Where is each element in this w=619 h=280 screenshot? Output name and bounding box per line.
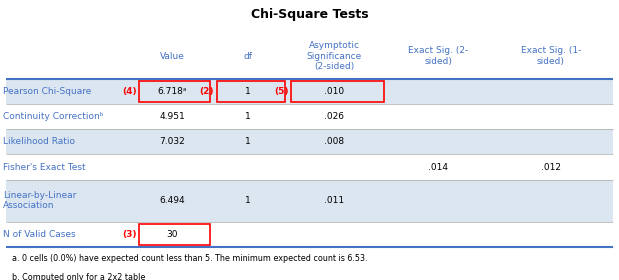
Text: (3): (3) <box>123 230 137 239</box>
Text: 6.494: 6.494 <box>159 196 185 205</box>
Bar <box>6 129 613 155</box>
Text: .008: .008 <box>324 137 344 146</box>
Text: Value: Value <box>160 52 184 61</box>
Bar <box>139 81 210 102</box>
Text: Fisher's Exact Test: Fisher's Exact Test <box>3 163 85 172</box>
Bar <box>6 222 613 247</box>
Text: (4): (4) <box>122 87 137 96</box>
Text: 30: 30 <box>167 230 178 239</box>
Bar <box>217 81 285 102</box>
Text: 1: 1 <box>245 87 251 96</box>
Text: 4.951: 4.951 <box>159 112 185 121</box>
Text: df: df <box>243 52 252 61</box>
Text: Asymptotic
Significance
(2-sided): Asymptotic Significance (2-sided) <box>306 41 362 71</box>
Text: N of Valid Cases: N of Valid Cases <box>3 230 76 239</box>
Text: a. 0 cells (0.0%) have expected count less than 5. The minimum expected count is: a. 0 cells (0.0%) have expected count le… <box>12 253 368 263</box>
Text: Linear-by-Linear
Association: Linear-by-Linear Association <box>3 191 77 210</box>
Bar <box>291 81 384 102</box>
Text: Continuity Correctionᵇ: Continuity Correctionᵇ <box>3 112 104 121</box>
Text: .014: .014 <box>428 163 448 172</box>
Text: 6.718ᵃ: 6.718ᵃ <box>157 87 187 96</box>
Text: Exact Sig. (2-
sided): Exact Sig. (2- sided) <box>408 46 469 66</box>
Bar <box>6 104 613 129</box>
Text: b. Computed only for a 2x2 table: b. Computed only for a 2x2 table <box>12 272 145 280</box>
Text: .010: .010 <box>324 87 344 96</box>
Text: .011: .011 <box>324 196 344 205</box>
Text: 1: 1 <box>245 137 251 146</box>
Text: (5): (5) <box>274 87 288 96</box>
Text: .012: .012 <box>541 163 561 172</box>
Bar <box>6 155 613 179</box>
Text: Pearson Chi-Square: Pearson Chi-Square <box>3 87 92 96</box>
Text: Likelihood Ratio: Likelihood Ratio <box>3 137 75 146</box>
Text: 1: 1 <box>245 112 251 121</box>
Text: 1: 1 <box>245 196 251 205</box>
Text: .026: .026 <box>324 112 344 121</box>
Text: (2): (2) <box>200 87 214 96</box>
Text: Chi-Square Tests: Chi-Square Tests <box>251 8 368 21</box>
Text: Exact Sig. (1-
sided): Exact Sig. (1- sided) <box>521 46 581 66</box>
Bar <box>6 179 613 222</box>
Bar <box>139 224 210 245</box>
Bar <box>6 33 613 79</box>
Bar <box>6 79 613 104</box>
Text: 7.032: 7.032 <box>159 137 185 146</box>
